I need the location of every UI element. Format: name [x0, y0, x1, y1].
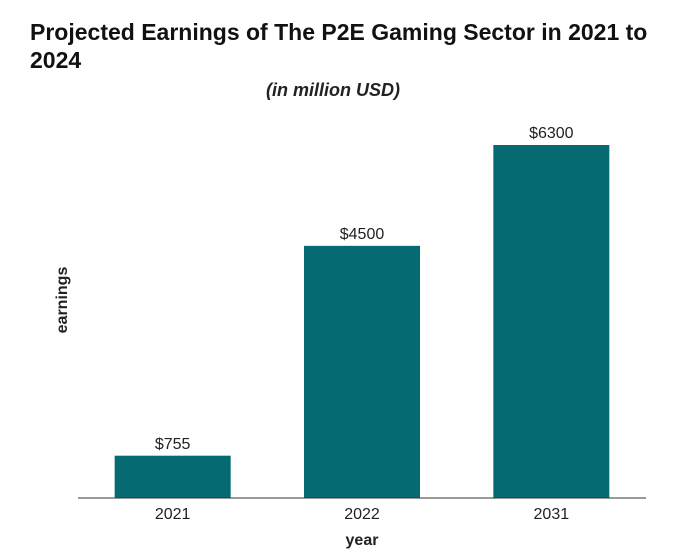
x-tick-label: 2021 [155, 506, 191, 523]
y-axis-label: earnings [54, 267, 71, 334]
bar [493, 145, 610, 498]
chart-title: Projected Earnings of The P2E Gaming Sec… [30, 19, 648, 73]
x-tick-label: 2031 [534, 506, 570, 523]
value-label: $755 [155, 436, 191, 453]
chart-subtitle: (in million USD) [266, 80, 400, 100]
bar [114, 455, 231, 498]
x-tick-label: 2022 [344, 506, 380, 523]
value-label: $4500 [340, 226, 385, 243]
bar [304, 245, 420, 498]
x-axis-label: year [346, 532, 379, 549]
value-label: $6300 [529, 125, 574, 142]
